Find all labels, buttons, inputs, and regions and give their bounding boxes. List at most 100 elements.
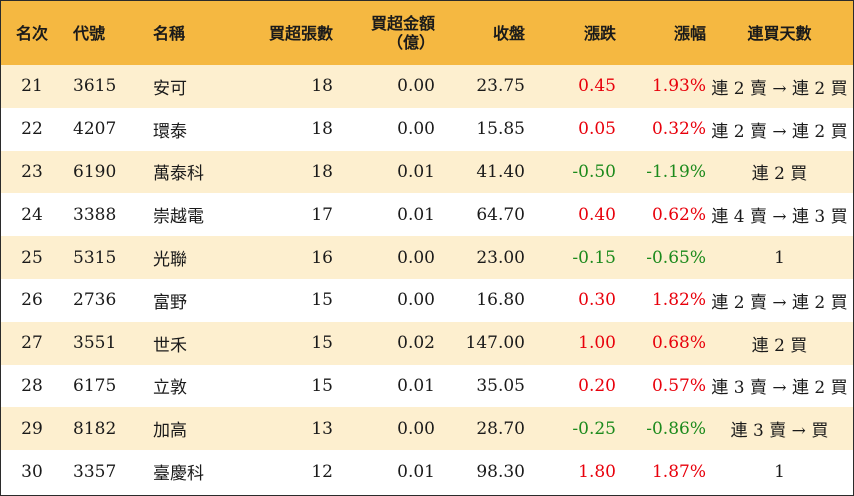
cell-code[interactable]: 2736 xyxy=(73,290,117,311)
cell-name[interactable]: 臺慶科 xyxy=(153,464,204,485)
header-row: 名次 代號 名稱 買超張數 買超金額 （億） 收盤 漲跌 漲幅 連買天數 xyxy=(1,1,853,65)
cell-volume: 16 xyxy=(311,247,333,268)
table-row[interactable]: 28 6175 立敦 15 0.01 35.05 0.20 0.57% 連 3 賣 → 連 2 … xyxy=(1,364,853,408)
header-change-pct: 漲幅 xyxy=(673,23,706,43)
cell-name[interactable]: 安可 xyxy=(153,78,187,99)
cell-streak: 連 4 賣 → 連 3 買 xyxy=(711,207,848,228)
cell-change: -0.50 xyxy=(572,161,616,182)
cell-change: -0.25 xyxy=(572,418,616,439)
cell-close: 15.85 xyxy=(476,119,525,140)
table-row[interactable]: 29 8182 加高 13 0.00 28.70 -0.25 -0.86% 連 3 賣 → 買 xyxy=(1,407,853,451)
header-amount: 買超金額 （億） xyxy=(333,1,435,65)
table-row[interactable]: 24 3388 崇越電 17 0.01 64.70 0.40 0.62% 連 4 賣 → 連 3… xyxy=(1,193,853,237)
cell-rank: 23 xyxy=(21,161,43,182)
header-name: 名稱 xyxy=(153,23,186,43)
cell-streak: 1 xyxy=(774,247,785,268)
cell-code[interactable]: 3388 xyxy=(73,204,117,225)
cell-amount: 0.01 xyxy=(397,204,435,225)
header-change: 漲跌 xyxy=(583,23,616,43)
header-close: 收盤 xyxy=(492,23,525,43)
cell-volume: 12 xyxy=(311,461,333,482)
cell-rank: 27 xyxy=(21,333,43,354)
cell-name[interactable]: 光聯 xyxy=(153,250,187,271)
cell-name[interactable]: 崇越電 xyxy=(153,207,204,228)
cell-code[interactable]: 8182 xyxy=(73,418,117,439)
cell-close: 23.00 xyxy=(476,247,525,268)
cell-amount: 0.00 xyxy=(397,290,435,311)
cell-change: 1.00 xyxy=(578,333,616,354)
cell-code[interactable]: 4207 xyxy=(73,119,117,140)
cell-streak: 連 3 賣 → 連 2 買 xyxy=(711,378,848,399)
table-row[interactable]: 26 2736 富野 15 0.00 16.80 0.30 1.82% 連 2 賣 → 連 2 … xyxy=(1,278,853,322)
cell-rank: 22 xyxy=(21,119,43,140)
cell-code[interactable]: 6175 xyxy=(73,375,117,396)
cell-volume: 18 xyxy=(311,119,333,140)
cell-code[interactable]: 3357 xyxy=(73,461,117,482)
cell-change-pct: 0.57% xyxy=(651,375,706,396)
cell-name[interactable]: 富野 xyxy=(153,292,187,313)
cell-rank: 30 xyxy=(21,461,43,482)
cell-streak: 連 2 賣 → 連 2 買 xyxy=(711,78,848,99)
cell-change: 1.80 xyxy=(578,461,616,482)
cell-close: 41.40 xyxy=(476,161,525,182)
cell-close: 16.80 xyxy=(476,290,525,311)
cell-name[interactable]: 加高 xyxy=(153,421,187,442)
cell-streak: 連 2 賣 → 連 2 買 xyxy=(711,121,848,142)
cell-change-pct: 0.62% xyxy=(651,204,706,225)
cell-change-pct: 1.82% xyxy=(651,290,706,311)
cell-change-pct: 1.93% xyxy=(651,76,706,97)
cell-change: 0.05 xyxy=(578,119,616,140)
cell-change-pct: -1.19% xyxy=(646,161,706,182)
cell-volume: 15 xyxy=(311,290,333,311)
cell-rank: 26 xyxy=(21,290,43,311)
cell-rank: 25 xyxy=(21,247,43,268)
cell-streak: 1 xyxy=(774,461,785,482)
table-row[interactable]: 27 3551 世禾 15 0.02 147.00 1.00 0.68% 連 2 買 xyxy=(1,321,853,365)
cell-close: 23.75 xyxy=(476,76,525,97)
table-row[interactable]: 22 4207 環泰 18 0.00 15.85 0.05 0.32% 連 2 賣 → 連 2 … xyxy=(1,107,853,151)
header-amount-label: 買超金額 xyxy=(370,14,435,33)
cell-rank: 29 xyxy=(21,418,43,439)
cell-streak: 連 2 賣 → 連 2 買 xyxy=(711,292,848,313)
cell-change-pct: 0.68% xyxy=(651,333,706,354)
cell-code[interactable]: 5315 xyxy=(73,247,117,268)
cell-code[interactable]: 3551 xyxy=(73,333,117,354)
cell-close: 35.05 xyxy=(476,375,525,396)
cell-volume: 17 xyxy=(311,204,333,225)
header-rank: 名次 xyxy=(15,23,48,43)
cell-code[interactable]: 6190 xyxy=(73,161,117,182)
cell-change: 0.30 xyxy=(578,290,616,311)
header-amount-unit: （億） xyxy=(386,33,435,52)
header-streak: 連買天數 xyxy=(747,23,812,43)
cell-amount: 0.02 xyxy=(397,333,435,354)
cell-name[interactable]: 立敦 xyxy=(153,378,187,399)
cell-amount: 0.00 xyxy=(397,247,435,268)
cell-volume: 18 xyxy=(311,161,333,182)
cell-amount: 0.01 xyxy=(397,375,435,396)
table-row[interactable]: 23 6190 萬泰科 18 0.01 41.40 -0.50 -1.19% 連 2 買 xyxy=(1,150,853,194)
cell-change: 0.20 xyxy=(578,375,616,396)
cell-amount: 0.01 xyxy=(397,161,435,182)
cell-amount: 0.00 xyxy=(397,119,435,140)
cell-streak: 連 2 買 xyxy=(751,164,808,185)
cell-close: 28.70 xyxy=(476,418,525,439)
table-row[interactable]: 30 3357 臺慶科 12 0.01 98.30 1.80 1.87% 1 xyxy=(1,450,853,493)
cell-change: 0.45 xyxy=(578,76,616,97)
cell-name[interactable]: 環泰 xyxy=(153,121,187,142)
cell-close: 64.70 xyxy=(476,204,525,225)
table-row[interactable]: 21 3615 安可 18 0.00 23.75 0.45 1.93% 連 2 賣 → 連 2 … xyxy=(1,65,853,108)
cell-amount: 0.01 xyxy=(397,461,435,482)
cell-change-pct: -0.86% xyxy=(646,418,706,439)
cell-change-pct: 0.32% xyxy=(651,119,706,140)
table-row[interactable]: 25 5315 光聯 16 0.00 23.00 -0.15 -0.65% 1 xyxy=(1,236,853,279)
cell-name[interactable]: 萬泰科 xyxy=(153,164,204,185)
cell-change-pct: 1.87% xyxy=(651,461,706,482)
cell-code[interactable]: 3615 xyxy=(73,76,117,97)
header-volume: 買超張數 xyxy=(268,23,333,43)
cell-volume: 15 xyxy=(311,375,333,396)
cell-close: 147.00 xyxy=(465,333,525,354)
cell-name[interactable]: 世禾 xyxy=(153,335,187,356)
cell-volume: 13 xyxy=(311,418,333,439)
